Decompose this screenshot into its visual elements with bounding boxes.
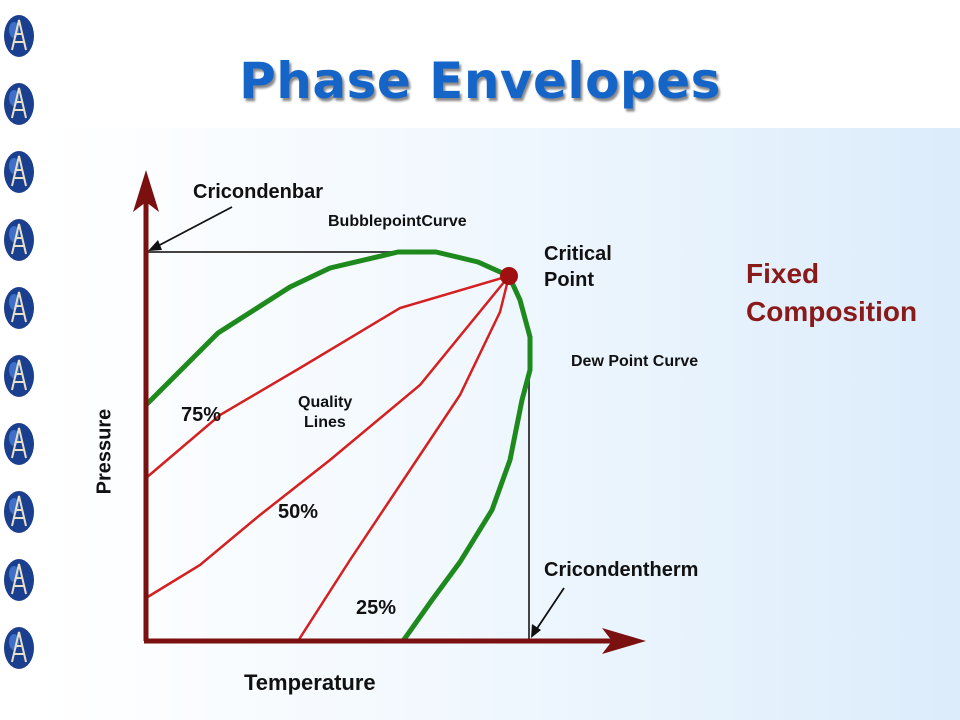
dew-point-curve bbox=[400, 274, 533, 643]
cricondenbar-pointer-head bbox=[148, 240, 162, 251]
quality-50-label: 50% bbox=[278, 501, 319, 523]
oil-derrick-globe-icon bbox=[4, 287, 34, 329]
y-axis-arrowhead bbox=[133, 170, 159, 212]
oil-derrick-globe-icon bbox=[4, 627, 34, 669]
quality-25-label: 25% bbox=[356, 597, 397, 619]
cricondenbar-label: Cricondenbar bbox=[193, 181, 324, 203]
x-axis-label: Temperature bbox=[244, 670, 376, 695]
cricondentherm-pointer-head bbox=[531, 624, 541, 638]
bubblepoint-curve-label: BubblepointCurve bbox=[328, 213, 467, 230]
oil-derrick-globe-icon bbox=[4, 151, 34, 193]
oil-derrick-globe-icon bbox=[4, 491, 34, 533]
critical-point-label-line1: Critical bbox=[544, 243, 612, 265]
bubblepoint-curve bbox=[144, 249, 511, 407]
critical-point-marker bbox=[500, 267, 518, 285]
oil-derrick-globe-icon bbox=[4, 219, 34, 261]
cricondentherm-pointer bbox=[533, 587, 565, 634]
cricondenbar-pointer bbox=[153, 206, 233, 249]
fixed-composition-line1: Fixed bbox=[746, 258, 820, 289]
slide-title: Phase Envelopes bbox=[239, 52, 721, 110]
oil-derrick-globe-icon bbox=[4, 83, 34, 125]
oil-derrick-globe-icon bbox=[4, 355, 34, 397]
y-axis-label: Pressure bbox=[93, 408, 116, 495]
oil-derrick-globe-icon bbox=[4, 423, 34, 465]
x-axis-arrowhead bbox=[602, 628, 646, 654]
left-icon-strip bbox=[0, 0, 40, 720]
fixed-composition-label: Fixed Composition bbox=[746, 255, 956, 331]
quality-75-label: 75% bbox=[181, 404, 222, 426]
quality-lines-label-line2: Lines bbox=[304, 414, 346, 431]
cricondentherm-label: Cricondentherm bbox=[544, 559, 699, 581]
quality-line-75 bbox=[145, 274, 510, 479]
dew-point-curve-label: Dew Point Curve bbox=[571, 353, 699, 370]
oil-derrick-globe-icon bbox=[4, 559, 34, 601]
quality-lines-label-line1: Quality bbox=[298, 394, 353, 411]
critical-point-label-line2: Point bbox=[544, 269, 594, 291]
quality-line-25 bbox=[296, 275, 511, 642]
quality-line-50 bbox=[145, 275, 510, 600]
fixed-composition-line2: Composition bbox=[746, 296, 918, 327]
oil-derrick-globe-icon bbox=[4, 15, 34, 57]
